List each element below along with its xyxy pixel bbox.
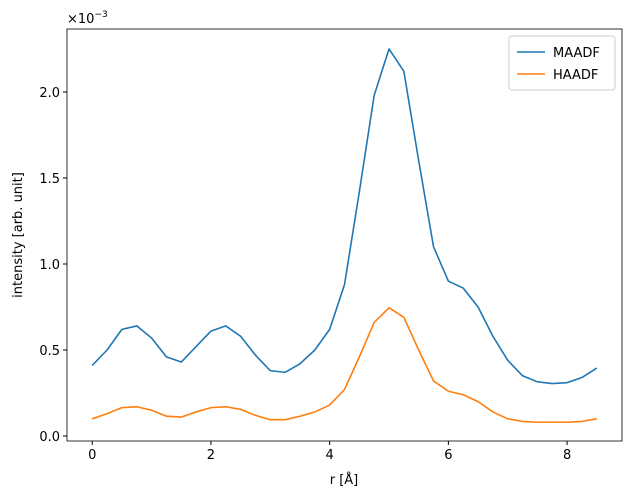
x-tick-label: 2 bbox=[207, 448, 215, 463]
y-axis-label: intensity [arb. unit] bbox=[11, 172, 26, 298]
axes-frame bbox=[66, 28, 623, 442]
offset-exponent: −3 bbox=[94, 10, 107, 20]
data-line bbox=[91, 307, 597, 424]
offset-base: ×10 bbox=[67, 12, 94, 27]
offset-text: ×10−3 bbox=[67, 10, 108, 27]
x-tick-label: 8 bbox=[563, 448, 571, 463]
x-tick-label: 6 bbox=[444, 448, 452, 463]
legend-label: HAADF bbox=[553, 68, 598, 83]
legend-box bbox=[508, 35, 616, 91]
y-tick-label: 0.5 bbox=[39, 344, 60, 359]
y-tick-label: 0.0 bbox=[39, 430, 60, 445]
legend-label: MAADF bbox=[553, 46, 600, 61]
x-axis-label: r [Å] bbox=[330, 472, 359, 488]
x-tick-label: 0 bbox=[88, 448, 96, 463]
y-tick-label: 1.5 bbox=[39, 172, 60, 187]
y-tick-label: 2.0 bbox=[39, 86, 60, 101]
data-line bbox=[91, 48, 598, 385]
y-tick-label: 1.0 bbox=[39, 258, 60, 273]
x-tick-label: 4 bbox=[326, 448, 334, 463]
